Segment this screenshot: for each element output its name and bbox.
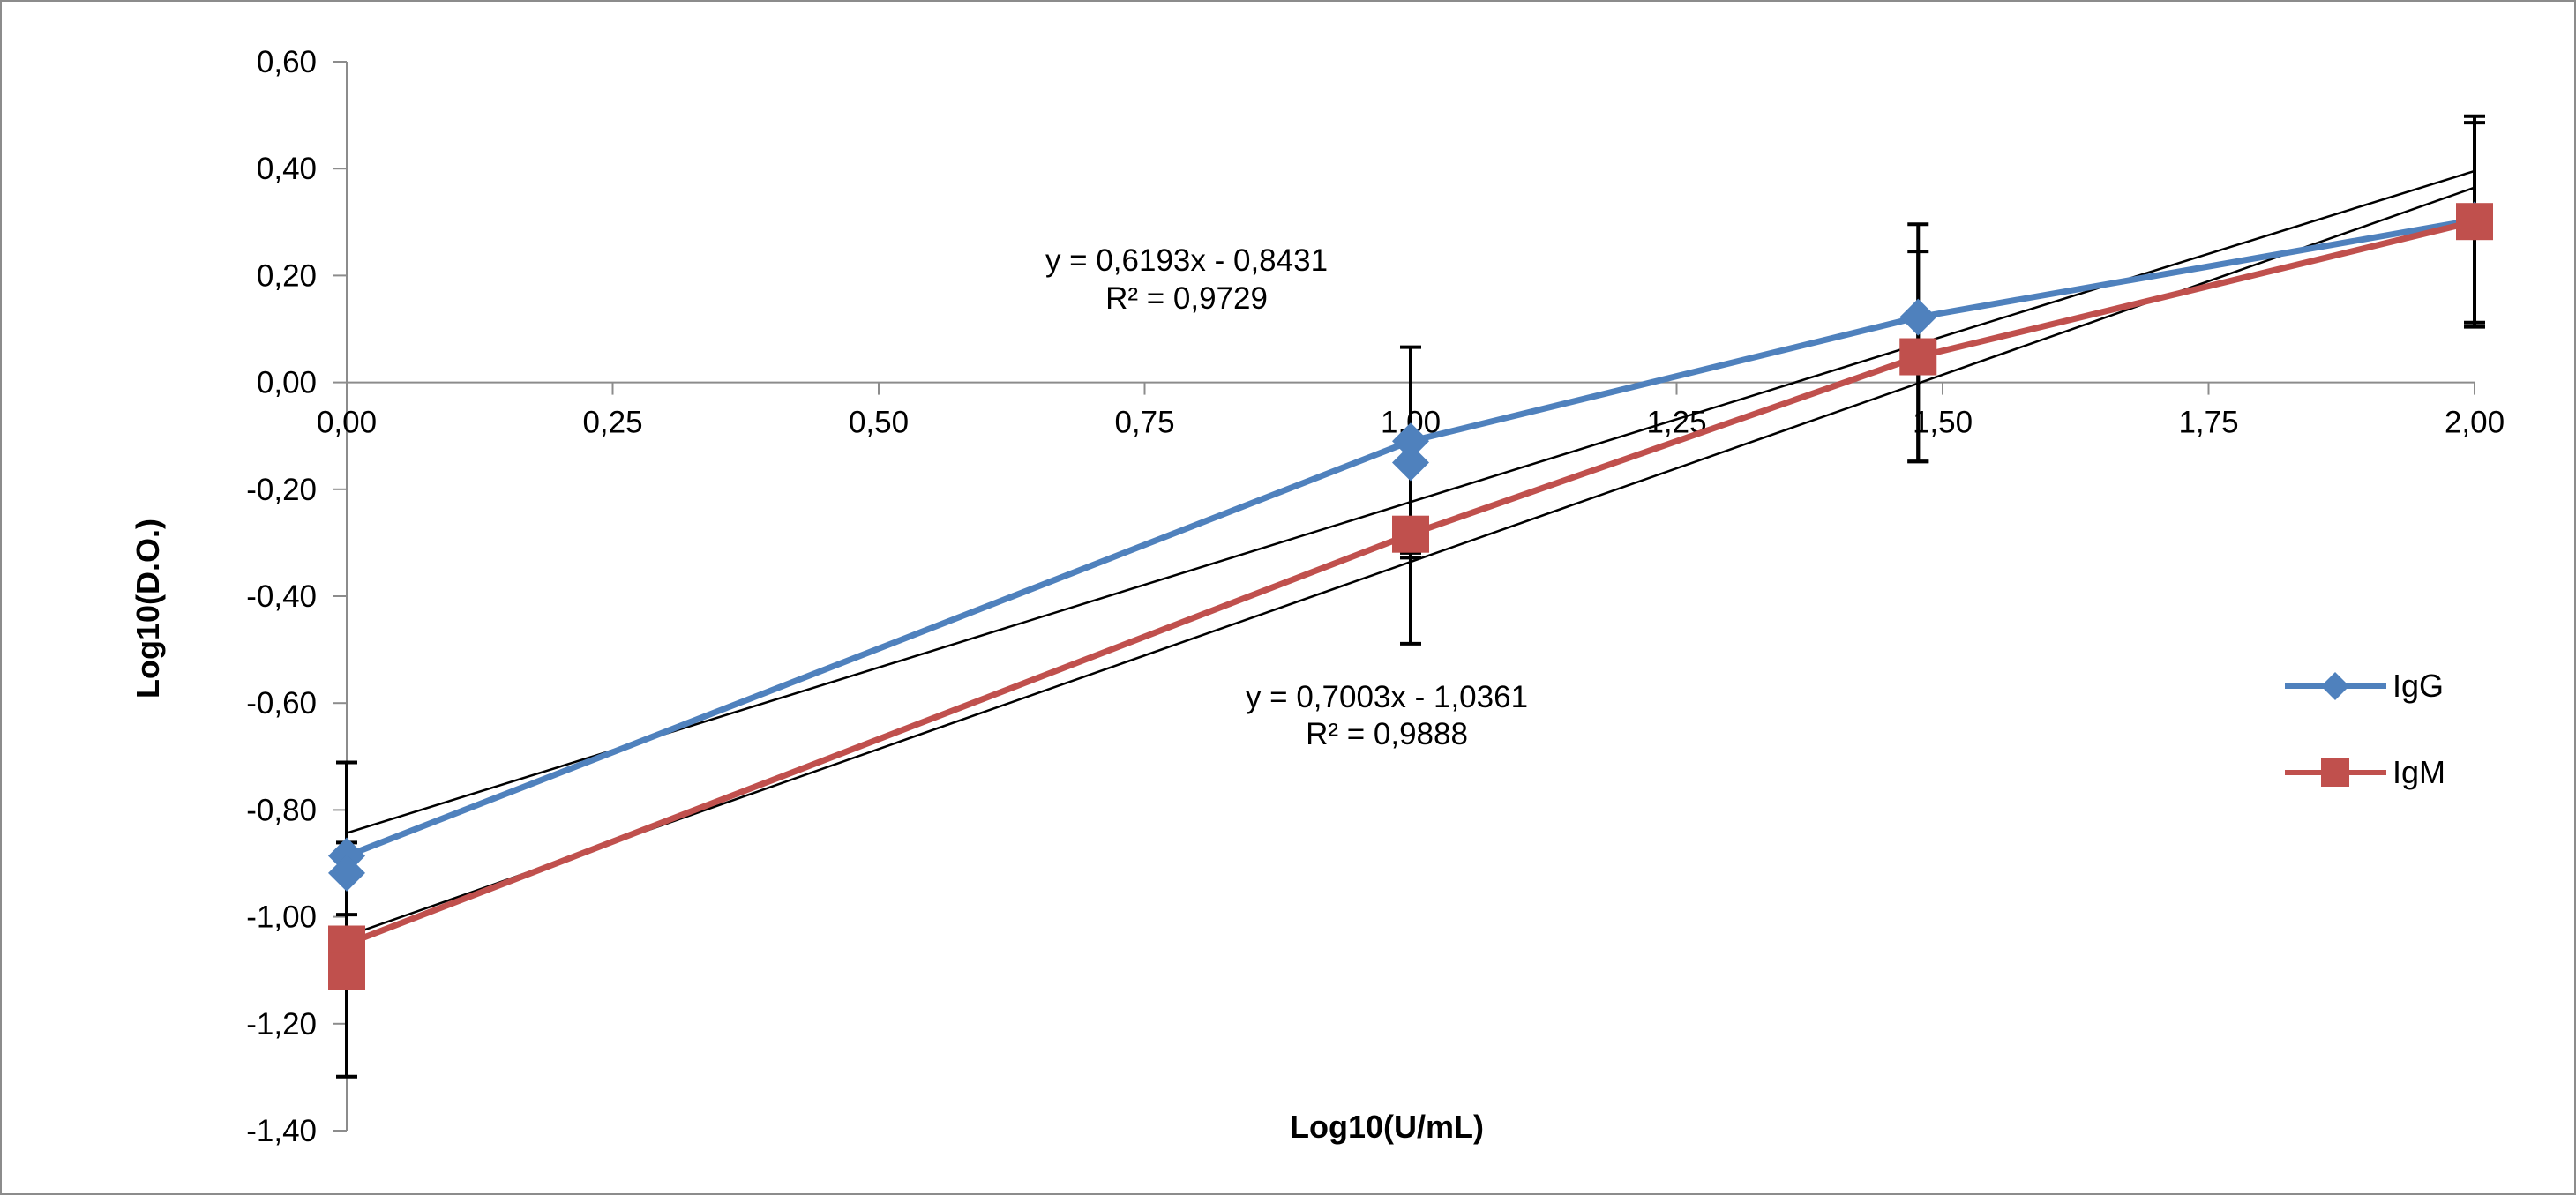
igm-trend-r2: R² = 0,9888	[1306, 717, 1468, 751]
y-tick-label: 0,40	[257, 152, 317, 186]
legend-item-igm: IgM	[2285, 754, 2445, 790]
legend-item-igg: IgG	[2285, 668, 2444, 704]
legend-igg-label: IgG	[2393, 668, 2444, 704]
y-tick-label: 0,20	[257, 258, 317, 293]
y-tick-label: 0,00	[257, 366, 317, 400]
series-line-igg	[343, 216, 2478, 860]
legend-igm-label: IgM	[2393, 754, 2445, 790]
data-point-igm	[1392, 515, 1429, 553]
y-tick-label: -0,40	[246, 579, 317, 614]
data-point-igg	[1392, 422, 1429, 460]
y-tick-label: -0,20	[246, 473, 317, 507]
data-point-igm	[328, 952, 365, 990]
series-line-igm	[343, 218, 2478, 948]
error-bars	[336, 114, 2485, 1079]
data-point-igg	[328, 854, 365, 892]
y-tick-label: 0,60	[257, 45, 317, 79]
data-point-igm	[2456, 203, 2493, 241]
x-tick-label: 1,50	[1913, 406, 1973, 440]
data-point-igg	[1899, 298, 1937, 336]
legend: IgG IgM	[2285, 668, 2445, 790]
series-lines	[343, 216, 2478, 948]
y-tick-label: -1,40	[246, 1114, 317, 1148]
igm-trend-equation: y = 0,7003x - 1,0361	[1246, 680, 1528, 714]
igg-trend-r2: R² = 0,9729	[1105, 281, 1268, 316]
y-tick-label: -0,80	[246, 793, 317, 827]
igg-trend-equation: y = 0,6193x - 0,8431	[1045, 243, 1328, 278]
markers	[328, 201, 2493, 990]
x-axis-title: Log10(U/mL)	[1290, 1109, 1484, 1145]
y-tick-label: -1,20	[246, 1007, 317, 1042]
legend-igm-square-icon	[2321, 758, 2349, 787]
data-point-igg	[1392, 444, 1429, 482]
x-tick-label: 0,00	[317, 406, 377, 440]
data-point-igm	[1899, 338, 1937, 376]
y-axis-title: Log10(D.O.)	[130, 519, 166, 698]
x-tick-label: 1,75	[2178, 406, 2238, 440]
legend-igg-diamond-icon	[2321, 672, 2349, 700]
axes: 0,600,400,200,00-0,20-0,40-0,60-0,80-1,0…	[246, 45, 2505, 1148]
x-tick-label: 0,50	[849, 406, 909, 440]
x-tick-label: 0,75	[1114, 406, 1174, 440]
x-tick-label: 2,00	[2445, 406, 2505, 440]
y-tick-label: -1,00	[246, 900, 317, 935]
x-tick-label: 0,25	[582, 406, 642, 440]
y-tick-label: -0,60	[246, 686, 317, 721]
